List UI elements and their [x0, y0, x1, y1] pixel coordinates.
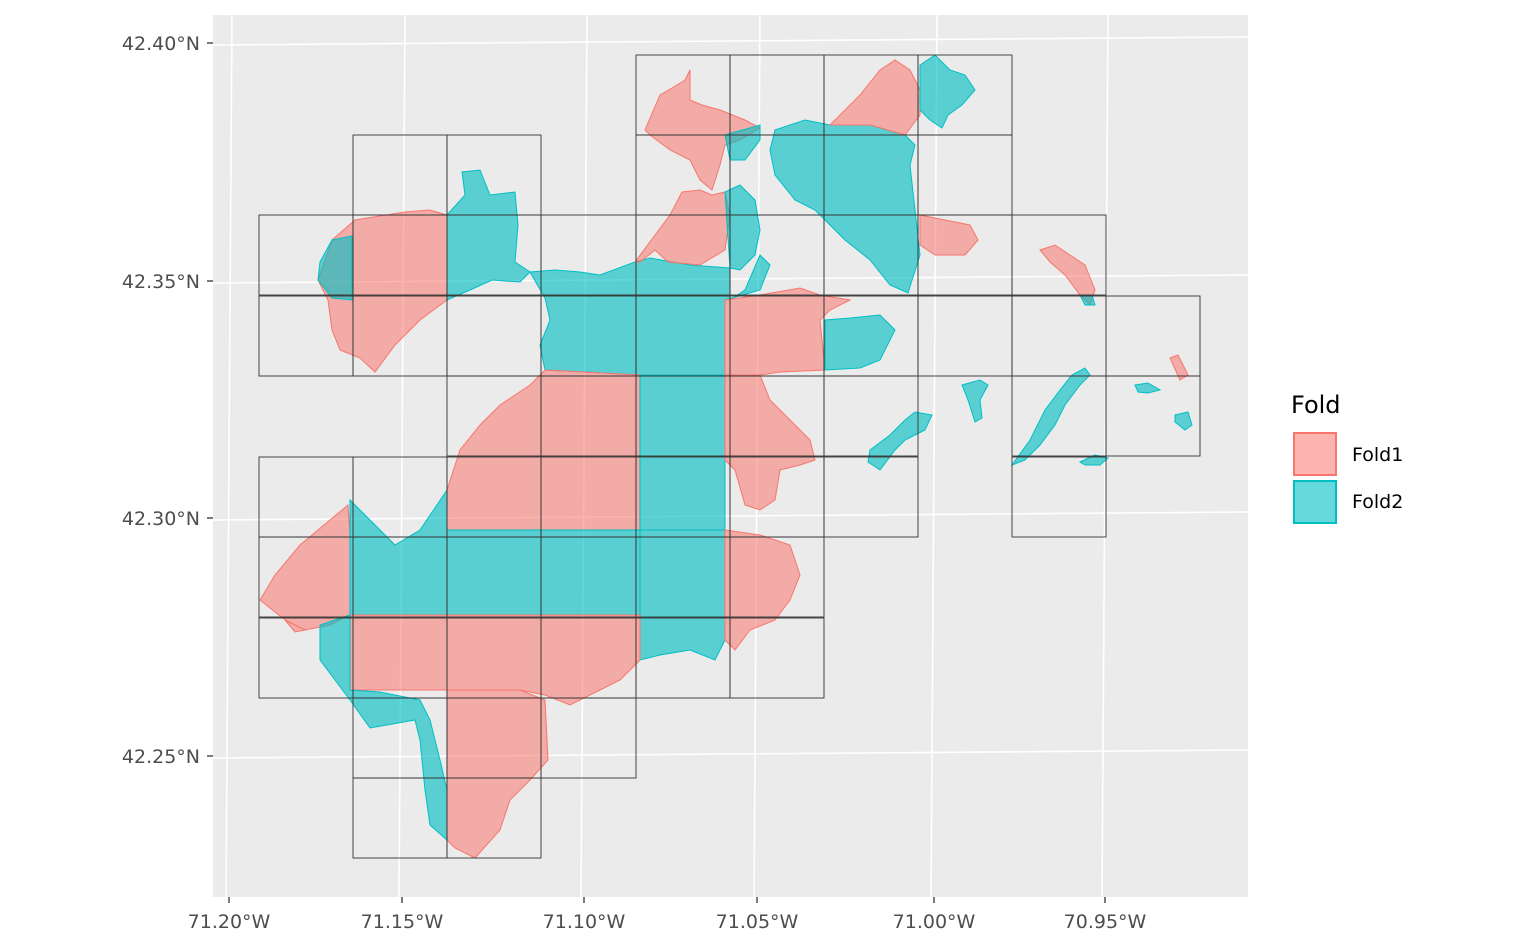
block-cell	[446, 777, 542, 859]
region-island-7	[1134, 382, 1162, 394]
region-west-roxbury	[319, 614, 448, 842]
meridian-line	[930, 15, 938, 897]
block-cell	[1011, 214, 1107, 296]
region-roslindale	[349, 614, 641, 706]
region-south-boston-east	[824, 314, 896, 371]
legend-key-fold2	[1293, 480, 1337, 524]
legend-title: Fold	[1291, 391, 1341, 419]
region-east-boston-north	[828, 59, 921, 136]
legend: Fold Fold1 Fold2	[1291, 391, 1403, 524]
block-cell	[823, 375, 919, 457]
x-tick-label: 71.15°W	[361, 911, 444, 933]
block-cell	[1011, 456, 1107, 538]
spatial-block-grid	[258, 54, 1201, 859]
region-logan	[919, 214, 979, 256]
region-roxbury-east	[639, 374, 726, 531]
region-island-9	[1174, 411, 1193, 431]
x-tick-label: 71.05°W	[716, 911, 799, 933]
region-island-5	[1010, 367, 1091, 467]
region-downtown	[724, 184, 761, 271]
meridian-line	[398, 15, 406, 897]
legend-label-fold2: Fold2	[1352, 491, 1403, 513]
x-tick-label: 71.00°W	[893, 911, 976, 933]
x-tick-label: 70.95°W	[1064, 911, 1147, 933]
legend-key-fold1	[1293, 432, 1337, 476]
y-tick-label: 42.25°N	[122, 746, 200, 768]
region-allston	[446, 169, 531, 301]
region-east-boston-tip	[919, 54, 976, 129]
region-island-3	[867, 411, 933, 471]
legend-label-fold1: Fold1	[1352, 444, 1403, 466]
region-island-4	[961, 379, 989, 423]
y-tick-label: 42.30°N	[122, 508, 200, 530]
region-allston-west	[317, 235, 353, 301]
region-brook-edge	[284, 619, 307, 633]
parallel-line	[213, 749, 1248, 759]
region-back-bay	[529, 254, 771, 376]
x-tick-label: 71.20°W	[188, 911, 271, 933]
region-north-end	[634, 189, 731, 266]
block-cell	[729, 536, 825, 618]
block-cell	[729, 617, 825, 699]
region-mattapan-band	[639, 529, 726, 661]
parallel-line	[213, 511, 1248, 521]
y-tick-label: 42.40°N	[122, 33, 200, 55]
boston-neighborhood-polygons	[259, 54, 1193, 859]
block-cell	[1105, 375, 1201, 457]
x-tick-label: 71.10°W	[543, 911, 626, 933]
block-cell	[823, 456, 919, 538]
region-island-8	[1169, 354, 1189, 381]
region-charlestown-east	[724, 124, 761, 161]
region-dorchester-north	[724, 374, 816, 511]
y-tick-label: 42.35°N	[122, 271, 200, 293]
parallel-line	[213, 36, 1248, 46]
block-cell	[540, 214, 637, 296]
axes: 71.20°W 71.15°W 71.10°W 71.05°W 71.00°W 70.95…	[122, 33, 1147, 933]
meridian-line	[225, 15, 233, 897]
block-cell	[540, 697, 637, 779]
